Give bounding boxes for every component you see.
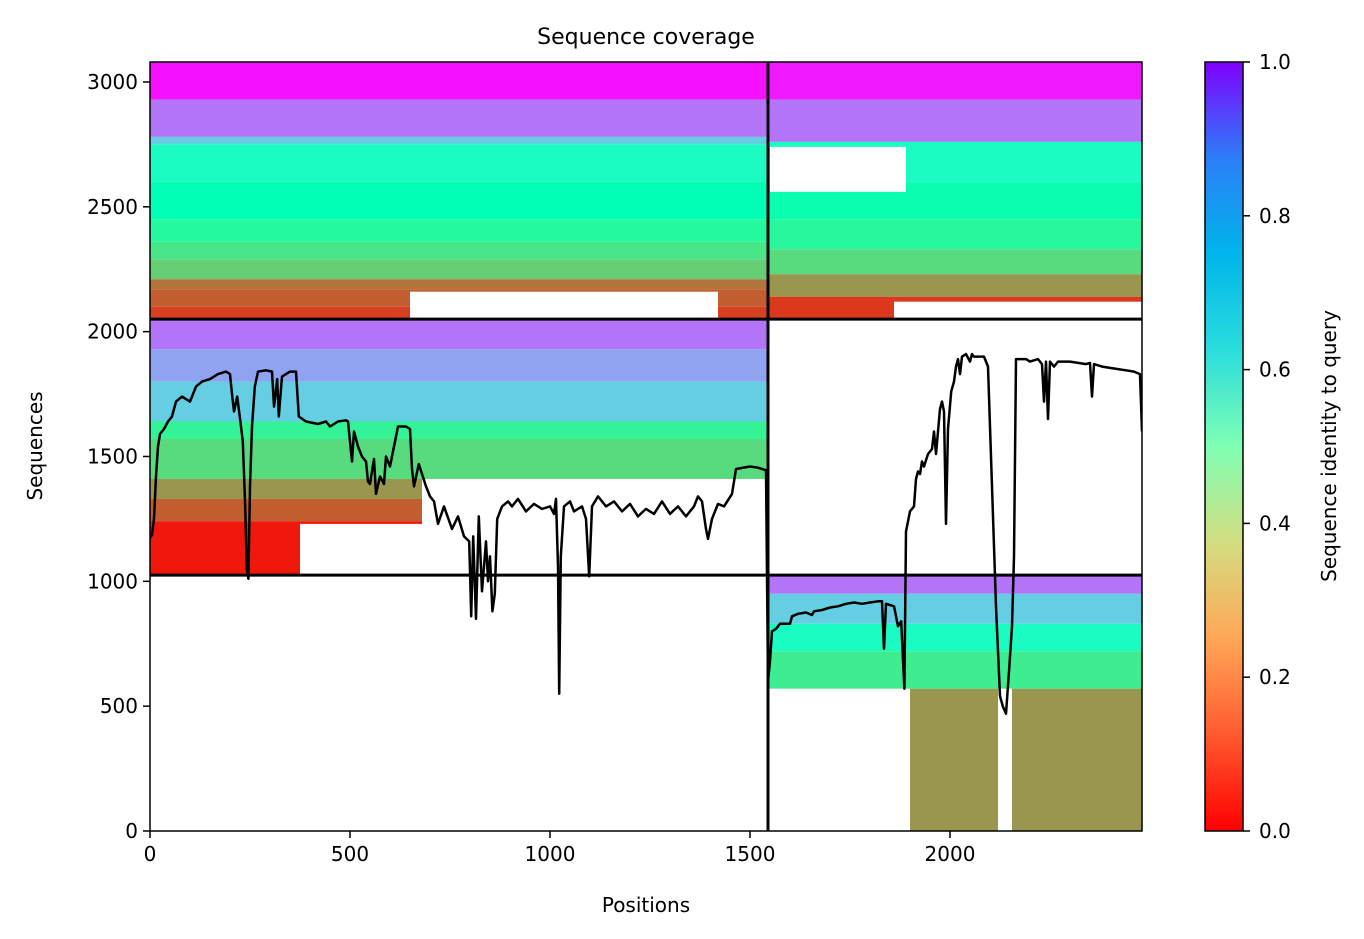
chain1-paired (150, 62, 768, 320)
colorbar-tick-label: 0.8 (1259, 204, 1291, 228)
colorbar-tick-label: 1.0 (1259, 50, 1291, 74)
colorbar-ticks: 0.0 0.2 0.4 0.6 0.8 1.0 (1243, 50, 1291, 843)
identity-band (150, 219, 768, 242)
colorbar-label: Sequence identity to query (1317, 310, 1341, 582)
coverage-gap (410, 291, 718, 320)
colorbar (1204, 61, 1244, 832)
identity-band (768, 575, 1142, 594)
y-tick-label: 2000 (87, 320, 138, 344)
identity-band (768, 62, 1142, 100)
colorbar-tick-label: 0.2 (1259, 665, 1291, 689)
identity-band (150, 99, 768, 137)
y-tick-label: 3000 (87, 70, 138, 94)
identity-band (150, 349, 768, 382)
x-tick-label: 2000 (925, 842, 976, 866)
plot-frame (149, 61, 1143, 832)
identity-band (150, 381, 768, 422)
identity-band (768, 219, 1142, 250)
y-tick-label: 2500 (87, 195, 138, 219)
identity-band (150, 144, 768, 182)
x-tick-label: 1500 (725, 842, 776, 866)
chain-boundaries (150, 62, 1142, 831)
colorbar-tick-label: 0.0 (1259, 819, 1291, 843)
chart-title: Sequence coverage (537, 25, 755, 50)
x-tick-label: 0 (144, 842, 157, 866)
identity-band (150, 259, 768, 280)
heatmap-blocks (150, 62, 1142, 831)
chain2-unpaired (768, 575, 1142, 831)
y-axis-ticks: 0 500 1000 1500 2000 2500 3000 (87, 70, 150, 843)
identity-band (150, 62, 768, 100)
x-tick-label: 500 (331, 842, 369, 866)
y-tick-label: 1000 (87, 569, 138, 593)
chain1-unpaired (150, 319, 768, 576)
coverage-gap (770, 146, 906, 192)
identity-band (768, 274, 1142, 297)
identity-band (150, 241, 768, 260)
identity-band (768, 99, 1142, 142)
identity-band (150, 181, 768, 220)
coverage-gap (768, 688, 910, 831)
identity-band (768, 249, 1142, 275)
chain2-paired (768, 62, 1142, 320)
y-tick-label: 500 (100, 694, 138, 718)
identity-band (150, 279, 768, 290)
identity-band (768, 651, 1142, 689)
colorbar-tick-label: 0.6 (1259, 358, 1291, 382)
x-tick-label: 1000 (525, 842, 576, 866)
x-axis-label: Positions (602, 893, 690, 917)
coverage-gap (998, 688, 1012, 831)
identity-band (768, 623, 1142, 652)
coverage-gap (300, 523, 422, 576)
coverage-line (150, 352, 1142, 715)
y-tick-label: 1500 (87, 444, 138, 468)
colorbar-tick-label: 0.4 (1259, 511, 1291, 535)
identity-band (150, 439, 768, 479)
x-axis-ticks: 0 500 1000 1500 2000 (144, 831, 976, 866)
y-tick-label: 0 (125, 819, 138, 843)
y-axis-label: Sequences (23, 391, 47, 500)
coverage-gap (894, 301, 1142, 320)
identity-band (768, 593, 1142, 624)
identity-band (150, 136, 768, 145)
identity-band (150, 319, 768, 350)
identity-band (150, 421, 768, 440)
